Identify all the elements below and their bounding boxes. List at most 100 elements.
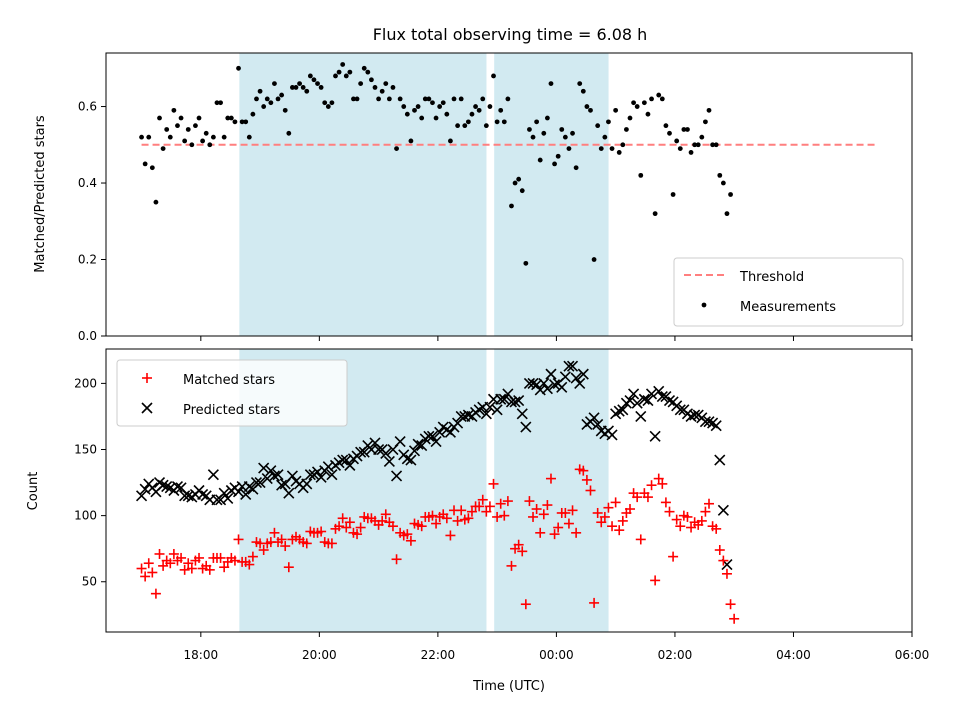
matched-point [219,562,230,573]
predicted-point [304,469,316,481]
matched-point [653,473,664,484]
matched-point [607,521,618,532]
measurement-point [613,107,619,113]
measurement-point [264,96,270,102]
measurement-point [595,123,601,129]
matched-point [355,522,366,533]
matched-point [531,504,542,515]
measurement-point [652,211,658,217]
top-panel-frame [105,52,913,337]
measurement-point [451,96,457,102]
matched-point [599,511,610,522]
matched-point [632,492,643,503]
measurement-point [340,62,346,67]
matched-point [495,498,506,509]
predicted-point [516,408,528,420]
measurement-point [555,153,561,159]
measurement-point [552,161,557,167]
measurement-point [444,111,450,117]
measurement-point [369,77,374,83]
legend-predicted-label: Predicted stars [183,403,280,418]
measurement-point [401,104,407,109]
measurement-point [469,111,475,117]
measurement-point [246,134,252,140]
matched-point [431,518,442,529]
predicted-point [645,388,658,400]
measurement-point [171,107,177,113]
bottom-y-tick-label: 150 [74,443,97,457]
predicted-point [563,360,575,372]
matched-point [549,529,560,540]
matched-point [506,560,517,571]
top-y-axis-label: Matched/Predicted stars [33,115,48,273]
matched-point [696,515,707,526]
bottom-y-tick-label: 100 [74,509,97,523]
matched-point [463,513,474,524]
measurement-point [663,123,669,129]
predicted-point [430,436,442,448]
measurement-point [667,130,672,136]
measurement-point [548,81,554,86]
measurement-point [720,180,726,186]
predicted-point [674,404,686,416]
matched-point [718,555,729,566]
measurement-point [142,161,148,167]
top-legend-frame [673,257,904,327]
matched-point [334,521,345,532]
measurement-point [505,96,511,102]
measurement-point [728,192,733,197]
predicted-point [261,473,273,485]
matched-point [538,509,549,520]
predicted-point [135,490,148,502]
matched-point [675,521,686,532]
measurement-point [376,96,381,102]
measurement-point [422,96,428,102]
measurement-point [386,96,392,102]
measurement-point [455,123,461,129]
measurement-point [627,115,633,121]
predicted-point [240,488,252,501]
legend-measurements-label: Measurements [740,300,836,315]
matched-point [499,510,510,521]
measurement-point [641,100,647,106]
measurement-point [473,104,478,109]
matched-point [700,506,711,517]
matched-point [488,478,499,489]
measurement-point [225,115,231,121]
measurement-point [322,100,328,106]
x-tick-label: 22:00 [421,648,456,662]
measurement-point [562,134,568,140]
matched-point [391,554,402,565]
measurement-point [480,96,486,102]
measurement-point [196,115,202,121]
predicted-point [566,360,579,372]
predicted-point [380,447,392,460]
measurement-point [631,100,636,106]
measurement-point [494,119,500,125]
predicted-point [689,409,701,421]
measurement-point [390,85,396,90]
legend-predicted-marker [141,402,153,414]
matched-point [416,521,427,532]
matched-point [247,551,258,562]
measurement-point [685,127,690,132]
predicted-point [663,395,676,407]
measurement-point [254,96,259,102]
predicted-point [520,421,532,433]
predicted-point [383,455,395,467]
predicted-point [559,371,571,383]
measurement-point [164,127,170,132]
measurement-point [462,123,468,129]
predicted-point [462,409,474,421]
measurement-point [516,176,522,182]
measurement-point [149,165,155,171]
matched-point [513,539,524,550]
measurement-point [695,142,701,148]
matched-point [542,500,553,511]
predicted-point [222,492,234,505]
measurement-point [602,134,608,140]
matched-point [589,597,600,608]
measurement-point [293,85,299,90]
measurement-point [243,119,249,125]
